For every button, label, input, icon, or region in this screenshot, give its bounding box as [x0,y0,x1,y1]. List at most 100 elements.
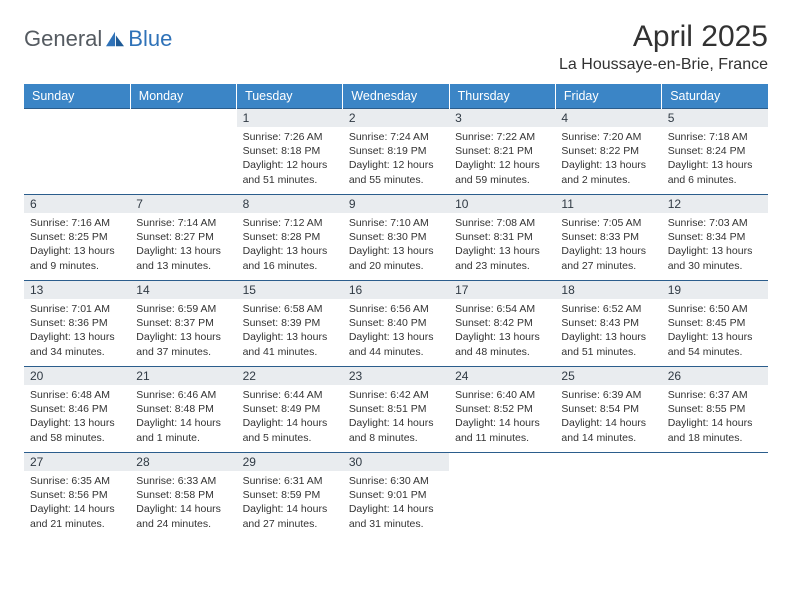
sunset-text: Sunset: 8:51 PM [349,402,443,416]
sunset-text: Sunset: 8:54 PM [561,402,655,416]
day-cell: 11Sunrise: 7:05 AMSunset: 8:33 PMDayligh… [555,195,661,281]
sunset-text: Sunset: 8:22 PM [561,144,655,158]
sunset-text: Sunset: 8:59 PM [243,488,337,502]
day-details: Sunrise: 6:31 AMSunset: 8:59 PMDaylight:… [237,471,343,535]
day-details: Sunrise: 6:50 AMSunset: 8:45 PMDaylight:… [662,299,768,363]
day-number: 5 [662,109,768,127]
day-number: 22 [237,367,343,385]
sunset-text: Sunset: 8:31 PM [455,230,549,244]
sunset-text: Sunset: 8:55 PM [668,402,762,416]
day-number: 23 [343,367,449,385]
day-cell: 29Sunrise: 6:31 AMSunset: 8:59 PMDayligh… [237,453,343,539]
day-details: Sunrise: 6:48 AMSunset: 8:46 PMDaylight:… [24,385,130,449]
day-cell: 14Sunrise: 6:59 AMSunset: 8:37 PMDayligh… [130,281,236,367]
daylight-text: Daylight: 13 hours and 16 minutes. [243,244,337,272]
day-details: Sunrise: 6:59 AMSunset: 8:37 PMDaylight:… [130,299,236,363]
sunset-text: Sunset: 8:58 PM [136,488,230,502]
sunset-text: Sunset: 8:27 PM [136,230,230,244]
day-cell: 6Sunrise: 7:16 AMSunset: 8:25 PMDaylight… [24,195,130,281]
daylight-text: Daylight: 14 hours and 11 minutes. [455,416,549,444]
day-cell [662,453,768,539]
day-cell: 30Sunrise: 6:30 AMSunset: 9:01 PMDayligh… [343,453,449,539]
sunset-text: Sunset: 8:24 PM [668,144,762,158]
sunrise-text: Sunrise: 7:03 AM [668,216,762,230]
sunrise-text: Sunrise: 6:44 AM [243,388,337,402]
logo-text-blue: Blue [128,26,172,52]
day-number: 11 [555,195,661,213]
day-number: 18 [555,281,661,299]
day-details: Sunrise: 6:44 AMSunset: 8:49 PMDaylight:… [237,385,343,449]
day-cell: 24Sunrise: 6:40 AMSunset: 8:52 PMDayligh… [449,367,555,453]
sunset-text: Sunset: 8:34 PM [668,230,762,244]
day-cell [555,453,661,539]
daylight-text: Daylight: 13 hours and 34 minutes. [30,330,124,358]
sunrise-text: Sunrise: 7:01 AM [30,302,124,316]
sunset-text: Sunset: 8:18 PM [243,144,337,158]
day-details: Sunrise: 6:42 AMSunset: 8:51 PMDaylight:… [343,385,449,449]
sunset-text: Sunset: 8:21 PM [455,144,549,158]
day-cell: 10Sunrise: 7:08 AMSunset: 8:31 PMDayligh… [449,195,555,281]
month-title: April 2025 [559,20,768,54]
weekday-header: Friday [555,84,661,109]
sunset-text: Sunset: 8:19 PM [349,144,443,158]
sunrise-text: Sunrise: 7:20 AM [561,130,655,144]
daylight-text: Daylight: 13 hours and 37 minutes. [136,330,230,358]
daylight-text: Daylight: 14 hours and 21 minutes. [30,502,124,530]
sunset-text: Sunset: 8:48 PM [136,402,230,416]
week-row: 1Sunrise: 7:26 AMSunset: 8:18 PMDaylight… [24,109,768,195]
day-cell: 28Sunrise: 6:33 AMSunset: 8:58 PMDayligh… [130,453,236,539]
day-details: Sunrise: 7:01 AMSunset: 8:36 PMDaylight:… [24,299,130,363]
daylight-text: Daylight: 12 hours and 51 minutes. [243,158,337,186]
daylight-text: Daylight: 12 hours and 59 minutes. [455,158,549,186]
daylight-text: Daylight: 13 hours and 41 minutes. [243,330,337,358]
day-number: 9 [343,195,449,213]
day-cell: 25Sunrise: 6:39 AMSunset: 8:54 PMDayligh… [555,367,661,453]
day-number: 6 [24,195,130,213]
day-cell: 9Sunrise: 7:10 AMSunset: 8:30 PMDaylight… [343,195,449,281]
day-details: Sunrise: 6:54 AMSunset: 8:42 PMDaylight:… [449,299,555,363]
sunrise-text: Sunrise: 7:12 AM [243,216,337,230]
day-number: 12 [662,195,768,213]
weekday-header: Monday [130,84,236,109]
daylight-text: Daylight: 13 hours and 48 minutes. [455,330,549,358]
day-cell: 4Sunrise: 7:20 AMSunset: 8:22 PMDaylight… [555,109,661,195]
day-details: Sunrise: 7:20 AMSunset: 8:22 PMDaylight:… [555,127,661,191]
logo: GeneralBlue [24,20,172,52]
weekday-header-row: Sunday Monday Tuesday Wednesday Thursday… [24,84,768,109]
title-block: April 2025 La Houssaye-en-Brie, France [559,20,768,74]
day-details: Sunrise: 7:18 AMSunset: 8:24 PMDaylight:… [662,127,768,191]
sunset-text: Sunset: 8:49 PM [243,402,337,416]
daylight-text: Daylight: 13 hours and 23 minutes. [455,244,549,272]
daylight-text: Daylight: 13 hours and 44 minutes. [349,330,443,358]
day-details: Sunrise: 6:46 AMSunset: 8:48 PMDaylight:… [130,385,236,449]
daylight-text: Daylight: 14 hours and 18 minutes. [668,416,762,444]
weekday-header: Tuesday [237,84,343,109]
sunrise-text: Sunrise: 7:24 AM [349,130,443,144]
sunrise-text: Sunrise: 6:30 AM [349,474,443,488]
day-cell: 16Sunrise: 6:56 AMSunset: 8:40 PMDayligh… [343,281,449,367]
sunset-text: Sunset: 8:42 PM [455,316,549,330]
sunrise-text: Sunrise: 6:40 AM [455,388,549,402]
day-number: 20 [24,367,130,385]
day-cell: 15Sunrise: 6:58 AMSunset: 8:39 PMDayligh… [237,281,343,367]
week-row: 13Sunrise: 7:01 AMSunset: 8:36 PMDayligh… [24,281,768,367]
sunrise-text: Sunrise: 6:56 AM [349,302,443,316]
sunrise-text: Sunrise: 7:18 AM [668,130,762,144]
day-number: 21 [130,367,236,385]
sunrise-text: Sunrise: 7:08 AM [455,216,549,230]
sunrise-text: Sunrise: 6:50 AM [668,302,762,316]
day-details: Sunrise: 6:39 AMSunset: 8:54 PMDaylight:… [555,385,661,449]
weekday-header: Wednesday [343,84,449,109]
day-cell: 18Sunrise: 6:52 AMSunset: 8:43 PMDayligh… [555,281,661,367]
sunset-text: Sunset: 8:37 PM [136,316,230,330]
sunset-text: Sunset: 8:28 PM [243,230,337,244]
sunrise-text: Sunrise: 7:14 AM [136,216,230,230]
daylight-text: Daylight: 13 hours and 27 minutes. [561,244,655,272]
daylight-text: Daylight: 14 hours and 27 minutes. [243,502,337,530]
sunset-text: Sunset: 8:56 PM [30,488,124,502]
day-details: Sunrise: 7:24 AMSunset: 8:19 PMDaylight:… [343,127,449,191]
day-number: 17 [449,281,555,299]
daylight-text: Daylight: 14 hours and 14 minutes. [561,416,655,444]
sunrise-text: Sunrise: 7:26 AM [243,130,337,144]
weekday-header: Sunday [24,84,130,109]
